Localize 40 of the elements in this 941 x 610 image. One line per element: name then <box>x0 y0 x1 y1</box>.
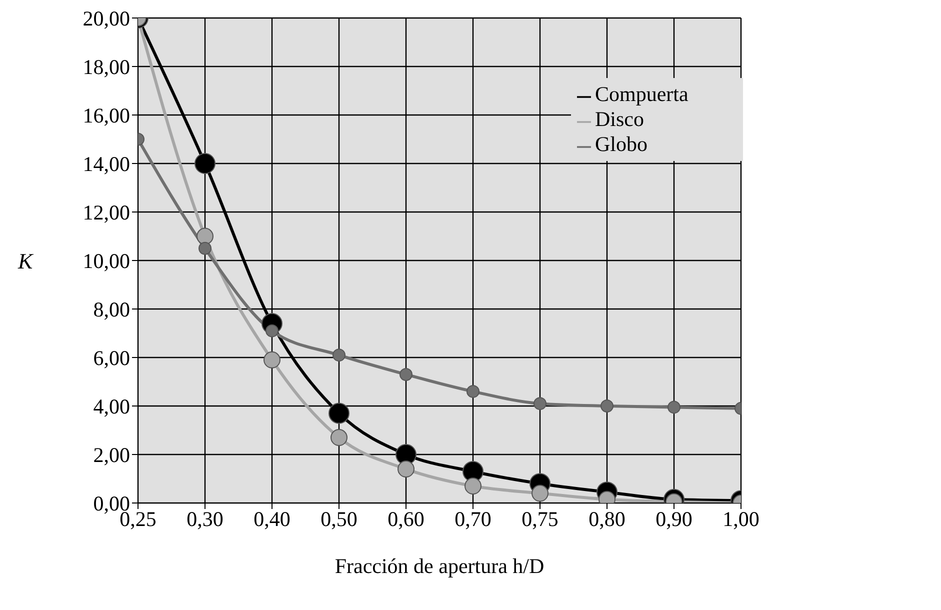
legend-label: Disco <box>595 107 644 131</box>
point <box>264 351 280 368</box>
point <box>196 228 214 245</box>
point <box>266 324 278 338</box>
y-tick-label: 6,00 <box>93 346 130 370</box>
point <box>398 460 414 478</box>
y-tick-label: 4,00 <box>93 394 130 418</box>
point <box>400 368 412 381</box>
legend-label: Compuerta <box>595 82 688 106</box>
point <box>330 429 348 446</box>
x-tick-label: 0,70 <box>454 506 492 531</box>
y-tick-label: 16,00 <box>82 103 130 128</box>
y-tick-label: 18,00 <box>82 54 130 79</box>
point <box>668 400 680 414</box>
y-tick-label: 20,00 <box>82 6 130 30</box>
y-axis-title: K <box>17 248 34 274</box>
point <box>198 242 212 255</box>
x-tick-label: 0,50 <box>320 506 358 531</box>
x-tick-label: 0,30 <box>186 506 224 531</box>
point <box>532 484 548 502</box>
x-tick-label: 1,00 <box>722 506 760 531</box>
x-tick-label: 0,80 <box>588 506 626 531</box>
point <box>534 397 546 410</box>
point <box>464 478 482 495</box>
legend-label: Globo <box>595 132 648 156</box>
y-tick-label: 10,00 <box>82 248 130 273</box>
point <box>600 400 614 412</box>
y-tick-label: 12,00 <box>82 200 130 224</box>
point <box>328 402 350 424</box>
x-tick-label: 0,75 <box>522 506 558 531</box>
x-tick-label: 0,60 <box>388 506 424 531</box>
x-axis-title: Fracción de apertura h/D <box>334 554 544 578</box>
x-tick-label: 0,40 <box>254 506 290 531</box>
y-tick-label: 8,00 <box>93 297 130 322</box>
y-tick-label: 14,00 <box>82 152 130 176</box>
x-tick-label: 0,90 <box>656 506 692 531</box>
y-tick-label: 2,00 <box>93 442 130 467</box>
point <box>194 153 216 174</box>
point <box>466 384 480 398</box>
point <box>332 348 346 362</box>
